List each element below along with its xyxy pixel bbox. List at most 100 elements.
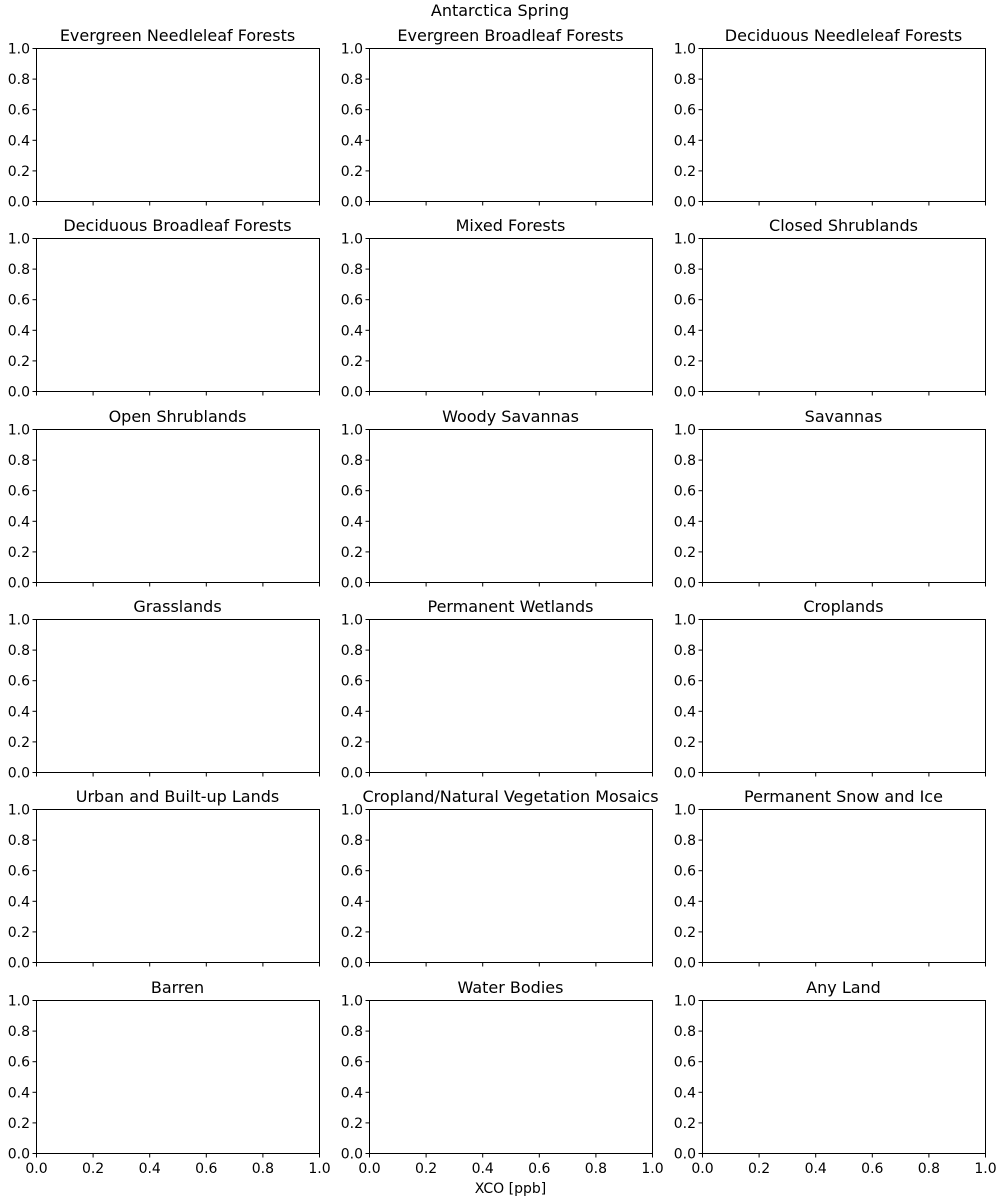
x-tick-label: 0.8 <box>585 1161 607 1177</box>
y-tick-label: 0.0 <box>8 1147 30 1163</box>
y-tick-label: 1.0 <box>8 613 30 629</box>
y-tick-label: 1.0 <box>8 994 30 1010</box>
y-tick-label: 0.6 <box>341 674 363 690</box>
y-tick-label: 0.0 <box>341 576 363 592</box>
y-tick-label: 0.4 <box>674 323 696 339</box>
y-tick-label: 0.2 <box>8 354 30 370</box>
subplot-12: Croplands 0.0 0.2 0.4 0.6 0.8 1.0 <box>674 597 986 782</box>
y-tick-label: 0.2 <box>341 925 363 941</box>
y-tick-label: 0.6 <box>8 864 30 880</box>
y-tick-label: 0.0 <box>674 195 696 211</box>
y-tick-label: 0.0 <box>674 1147 696 1163</box>
y-tick-label: 1.0 <box>674 803 696 819</box>
y-tick-label: 0.8 <box>341 262 363 278</box>
y-tick-label: 0.2 <box>674 354 696 370</box>
x-tick-label: 0.4 <box>805 1161 827 1177</box>
subplot-8: Woody Savannas 0.0 0.2 0.4 0.6 0.8 1.0 <box>341 407 653 592</box>
subplot-frame <box>369 238 653 392</box>
subplot-frame <box>702 1000 986 1154</box>
y-tick-label: 0.6 <box>8 103 30 119</box>
y-tick-label: 0.6 <box>341 864 363 880</box>
y-tick-label: 1.0 <box>8 423 30 439</box>
x-tick-label: 1.0 <box>974 1161 996 1177</box>
y-tick-label: 0.8 <box>8 453 30 469</box>
y-tick-label: 0.0 <box>674 385 696 401</box>
y-tick-label: 0.2 <box>674 545 696 561</box>
y-tick-label: 0.2 <box>674 925 696 941</box>
y-tick-label: 0.8 <box>8 833 30 849</box>
y-tick-label: 0.0 <box>8 576 30 592</box>
y-tick-label: 0.6 <box>341 103 363 119</box>
x-tick-label: 0.2 <box>415 1161 437 1177</box>
x-tick-label: 0.6 <box>861 1161 883 1177</box>
x-tick-label: 0.8 <box>918 1161 940 1177</box>
x-tick-label: 0.6 <box>195 1161 217 1177</box>
subplot-4: Deciduous Broadleaf Forests 0.0 0.2 0.4 0.6 0… <box>8 216 320 401</box>
y-tick-label: 0.8 <box>674 453 696 469</box>
x-tick-label: 1.0 <box>641 1161 663 1177</box>
subplot-title: Barren <box>151 978 204 997</box>
subplot-title: Closed Shrublands <box>769 216 918 235</box>
subplot-frame <box>702 429 986 583</box>
y-tick-label: 0.8 <box>341 833 363 849</box>
subplot-title: Cropland/Natural Vegetation Mosaics <box>362 787 658 806</box>
y-tick-label: 0.4 <box>674 514 696 530</box>
subplot-14: Cropland/Natural Vegetation Mosaics 0.0 0.… <box>341 787 659 972</box>
y-tick-label: 0.6 <box>674 864 696 880</box>
y-tick-label: 0.4 <box>341 1085 363 1101</box>
y-tick-label: 0.8 <box>8 1024 30 1040</box>
y-tick-label: 0.8 <box>341 643 363 659</box>
subplot-title: Deciduous Needleleaf Forests <box>725 26 962 45</box>
y-tick-label: 0.2 <box>341 354 363 370</box>
y-tick-label: 0.8 <box>341 72 363 88</box>
y-tick-label: 0.6 <box>674 1055 696 1071</box>
y-tick-label: 0.2 <box>674 735 696 751</box>
y-tick-label: 0.8 <box>674 72 696 88</box>
subplot-10: Grasslands 0.0 0.2 0.4 0.6 0.8 1.0 <box>8 597 320 782</box>
subplot-title: Savannas <box>805 407 883 426</box>
y-tick-label: 0.4 <box>341 133 363 149</box>
y-tick-label: 0.0 <box>341 956 363 972</box>
y-tick-label: 0.8 <box>674 833 696 849</box>
y-tick-label: 0.6 <box>8 674 30 690</box>
subplot-frame <box>36 48 320 202</box>
y-tick-label: 1.0 <box>674 423 696 439</box>
y-tick-label: 0.2 <box>8 735 30 751</box>
x-tick-label: 0.0 <box>25 1161 47 1177</box>
x-tick-label: 0.2 <box>748 1161 770 1177</box>
y-tick-label: 0.0 <box>8 385 30 401</box>
subplot-frame <box>702 238 986 392</box>
subplot-frame <box>702 48 986 202</box>
subplot-17: Water Bodies 0.0 0.2 0.4 0.6 0.8 1.0 0.0 0.2 0.4 0… <box>341 978 664 1177</box>
y-tick-label: 0.6 <box>341 484 363 500</box>
subplot-title: Deciduous Broadleaf Forests <box>63 216 291 235</box>
y-tick-label: 0.6 <box>8 1055 30 1071</box>
subplot-3: Deciduous Needleleaf Forests 0.0 0.2 0.4 0.6… <box>674 26 986 211</box>
y-tick-label: 0.6 <box>674 674 696 690</box>
subplot-title: Any Land <box>806 978 881 997</box>
y-tick-label: 1.0 <box>341 42 363 58</box>
y-tick-label: 0.8 <box>341 1024 363 1040</box>
x-tick-label: 0.4 <box>472 1161 494 1177</box>
y-tick-label: 0.6 <box>674 293 696 309</box>
subplot-title: Water Bodies <box>458 978 564 997</box>
y-tick-label: 0.4 <box>8 1085 30 1101</box>
y-tick-label: 0.4 <box>674 894 696 910</box>
y-tick-label: 1.0 <box>8 803 30 819</box>
y-tick-label: 0.0 <box>674 766 696 782</box>
y-tick-label: 0.2 <box>674 164 696 180</box>
y-tick-label: 0.0 <box>8 766 30 782</box>
subplot-frame <box>702 809 986 963</box>
subplot-6: Closed Shrublands 0.0 0.2 0.4 0.6 0.8 1.0 <box>674 216 986 401</box>
y-tick-label: 0.6 <box>341 1055 363 1071</box>
subplot-frame <box>369 429 653 583</box>
subplot-title: Croplands <box>803 597 883 616</box>
subplot-title: Permanent Snow and Ice <box>744 787 943 806</box>
subplot-title: Open Shrublands <box>109 407 247 426</box>
subplot-frame <box>36 429 320 583</box>
subplot-16: Barren 0.0 0.2 0.4 0.6 0.8 1.0 0.0 0.2 0.4 0.6 0.8 1… <box>8 978 331 1177</box>
x-tick-label: 0.8 <box>252 1161 274 1177</box>
y-tick-label: 1.0 <box>8 232 30 248</box>
y-tick-label: 1.0 <box>341 994 363 1010</box>
